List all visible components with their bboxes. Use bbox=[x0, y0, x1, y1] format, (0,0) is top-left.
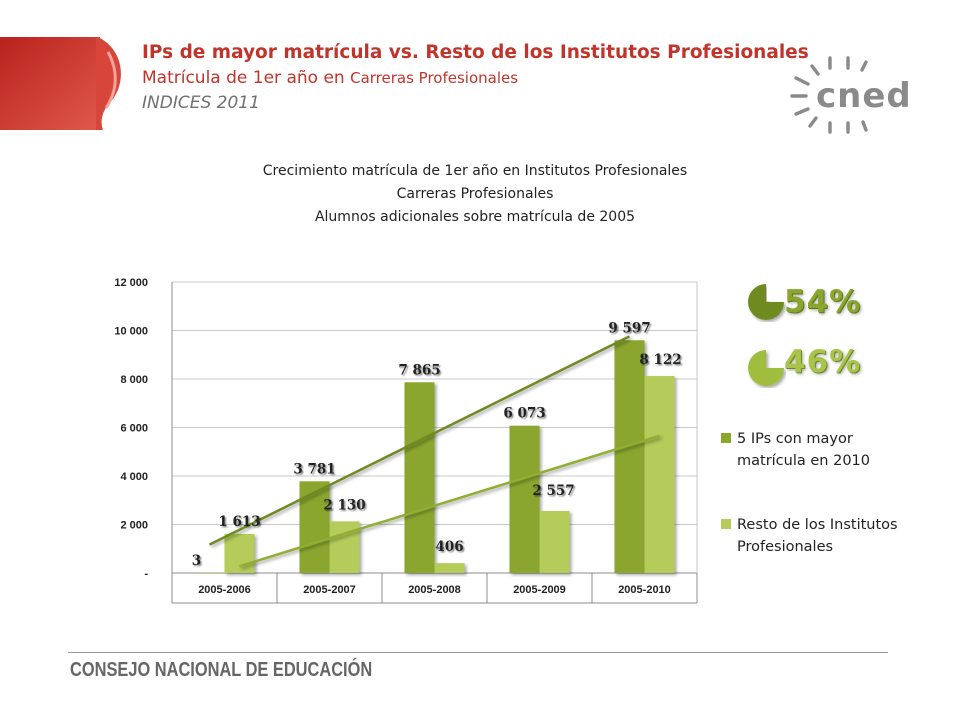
legend-item-top-ips: 5 IPs con mayor matrícula en 2010 bbox=[721, 428, 941, 472]
cned-logo-text: cned bbox=[816, 76, 912, 116]
pie-quarter-icon bbox=[748, 350, 784, 386]
data-label: 3 bbox=[192, 553, 201, 569]
bar-rest-ips bbox=[434, 563, 465, 573]
data-label: 2 130 bbox=[323, 497, 365, 513]
trendline-rest-ips bbox=[239, 434, 660, 568]
legend-swatch bbox=[721, 519, 731, 529]
slide-subtitle: Matrícula de 1er año en Carreras Profesi… bbox=[142, 68, 519, 88]
bar-rest-ips bbox=[224, 533, 255, 573]
header-decoration bbox=[0, 37, 121, 130]
chart-title-line: Carreras Profesionales bbox=[396, 186, 554, 202]
chart-title: Crecimiento matrícula de 1er año en Inst… bbox=[150, 160, 800, 229]
percent-badge-top: 54% bbox=[784, 284, 862, 320]
y-tick-label: 4 000 bbox=[120, 471, 148, 483]
x-tick-label: 2005-2009 bbox=[513, 584, 566, 596]
y-tick-label: 10 000 bbox=[114, 326, 148, 338]
x-tick-label: 2005-2010 bbox=[618, 584, 671, 596]
data-label: 6 073 bbox=[503, 406, 545, 422]
data-label: 7 865 bbox=[398, 362, 440, 378]
y-tick-label: - bbox=[144, 568, 148, 580]
bar-top-ips bbox=[194, 572, 225, 573]
data-label: 2 557 bbox=[532, 483, 574, 499]
chart-title-line: Alumnos adicionales sobre matrícula de 2… bbox=[314, 209, 636, 225]
bar-top-ips bbox=[299, 481, 330, 573]
footer-organization: CONSEJO NACIONAL DE EDUCACIÓN bbox=[70, 659, 373, 681]
y-tick-label: 8 000 bbox=[120, 374, 148, 386]
bar-top-ips bbox=[404, 382, 435, 573]
chart-title-line: Crecimiento matrícula de 1er año en Inst… bbox=[262, 163, 688, 179]
data-label: 3 781 bbox=[293, 461, 335, 477]
chart-legend: 5 IPs con mayor matrícula en 2010 Resto … bbox=[721, 428, 941, 558]
x-tick-label: 2005-2006 bbox=[198, 584, 251, 596]
percent-badge-rest: 46% bbox=[784, 344, 862, 380]
trendline-top-ips bbox=[208, 335, 631, 546]
x-tick-label: 2005-2007 bbox=[303, 584, 356, 596]
data-label: 1 613 bbox=[218, 514, 260, 530]
footer-divider bbox=[68, 652, 888, 653]
bar-top-ips bbox=[614, 340, 645, 573]
bar-rest-ips bbox=[329, 521, 360, 573]
pie-quarter-icon bbox=[748, 283, 785, 320]
data-label: 8 122 bbox=[639, 352, 681, 368]
y-tick-label: 12 000 bbox=[114, 277, 148, 289]
legend-item-rest-ips: Resto de los Institutos Profesionales bbox=[721, 514, 941, 558]
index-label: INDICES 2011 bbox=[142, 93, 260, 113]
data-label: 406 bbox=[435, 539, 463, 555]
cned-sun-logo-icon bbox=[790, 56, 868, 134]
y-tick-label: 6 000 bbox=[120, 423, 148, 435]
y-tick-label: 2 000 bbox=[120, 520, 148, 532]
bar-rest-ips bbox=[644, 376, 675, 573]
header: IPs de mayor matrícula vs. Resto de los … bbox=[142, 40, 822, 116]
bar-rest-ips bbox=[539, 510, 570, 573]
data-label: 9 597 bbox=[608, 320, 650, 336]
legend-swatch bbox=[721, 433, 731, 443]
slide-title: IPs de mayor matrícula vs. Resto de los … bbox=[142, 42, 809, 63]
x-tick-label: 2005-2008 bbox=[408, 584, 461, 596]
bar-top-ips bbox=[509, 425, 540, 573]
